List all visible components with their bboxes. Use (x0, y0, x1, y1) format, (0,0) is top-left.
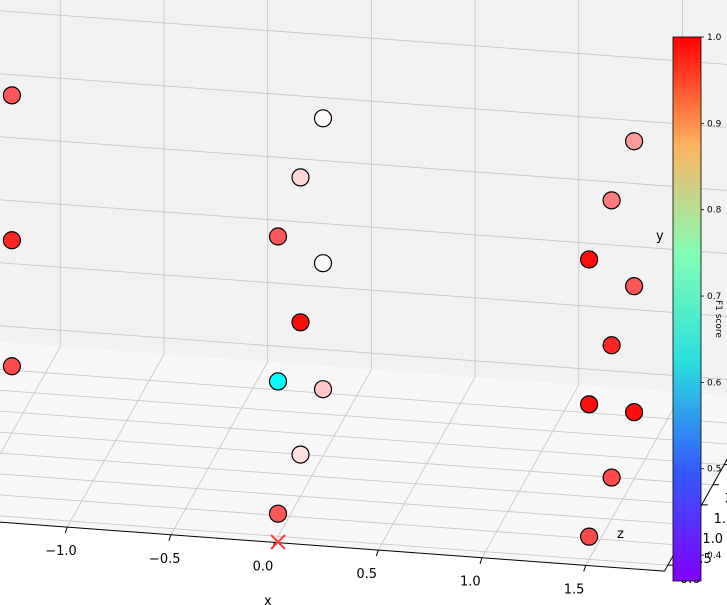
z-tick-label: 1.5 (714, 512, 727, 527)
z-tick-label: 2.0 (725, 492, 727, 507)
x-tick-labels: −1.5−1.0−0.50.00.51.01.5 (45, 526, 587, 597)
data-point (313, 254, 333, 273)
colorbar-tick-label: 0.6 (707, 378, 722, 388)
colorbar-tick-label: 0.8 (707, 206, 722, 216)
grid-z-floor (0, 389, 727, 445)
colorbar-tick-label: 0.7 (707, 292, 721, 302)
x-tick (479, 557, 483, 564)
data-point (291, 445, 310, 464)
data-point (291, 313, 310, 332)
data-point (602, 468, 621, 487)
grid-z-floor (0, 452, 702, 506)
grid-y-back (0, 325, 727, 380)
x-axis-label: x (264, 594, 272, 605)
colorbar-tick-label: 0.4 (707, 551, 722, 561)
grid-y-back (0, 10, 727, 65)
data-point (602, 336, 621, 355)
grid-z-floor (0, 494, 680, 546)
data-point (624, 277, 644, 296)
colorbar (672, 36, 702, 582)
back-pane (0, 0, 727, 396)
x-tick-label: 0.5 (356, 567, 377, 582)
grid-y-back (0, 199, 727, 254)
data-point (268, 504, 288, 523)
marker-stroke (270, 534, 286, 550)
grid-y-back (0, 73, 727, 128)
x-tick-label: −1.0 (45, 544, 77, 559)
data-point (624, 403, 644, 422)
x-tick (64, 526, 68, 534)
x-tick-label: 0.0 (253, 559, 274, 574)
grid-y-back (0, 136, 727, 191)
data-point (579, 250, 599, 269)
colorbar-tick-label: 0.9 (707, 119, 722, 129)
grid-z-floor (0, 515, 668, 566)
data-point (313, 109, 333, 128)
data-point (2, 357, 21, 376)
data-point (268, 372, 288, 391)
colorbar-tick-label: 1.0 (707, 33, 722, 43)
data-point (291, 168, 310, 187)
grid-z-floor (0, 410, 725, 466)
x-tick (375, 549, 379, 557)
data-point (602, 191, 621, 210)
data-point (579, 395, 599, 414)
grid-z-floor (0, 368, 727, 424)
x-tick-label: −0.5 (149, 552, 181, 567)
axes-panes (0, 0, 727, 396)
colorbar-tick-label: 0.5 (707, 465, 721, 475)
colorbar-ticks: 0.4 0.5 0.6 0.7 0.8 0.9 1.0 (701, 33, 722, 561)
data-point (2, 231, 21, 250)
z-axis-label: z (617, 527, 624, 542)
x-tick-label: 1.5 (564, 582, 585, 597)
data-point (2, 86, 21, 105)
grid-z-floor (0, 431, 713, 486)
z-tick-label: 1.0 (702, 532, 723, 547)
origin-marker (270, 534, 286, 550)
grid-z-floor (0, 473, 691, 526)
data-point (268, 227, 288, 246)
data-point (624, 132, 644, 151)
x-tick (168, 534, 172, 541)
y-axis-label: y (656, 229, 664, 244)
data-point (313, 380, 333, 399)
grid-lines (0, 0, 727, 566)
data-point (579, 527, 599, 546)
data-points (2, 86, 644, 546)
grid-y-back (0, 262, 727, 317)
colorbar-label: F1 score (713, 300, 723, 338)
x-tick-label: 1.0 (460, 575, 481, 590)
x-tick (583, 565, 587, 572)
